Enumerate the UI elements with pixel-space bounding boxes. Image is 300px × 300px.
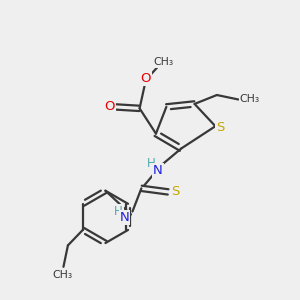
Text: N: N [153, 164, 163, 177]
Text: H: H [147, 157, 156, 170]
Text: O: O [140, 72, 151, 85]
Text: N: N [120, 211, 129, 224]
Text: O: O [104, 100, 115, 113]
Text: H: H [114, 205, 123, 218]
Text: S: S [171, 185, 180, 198]
Text: CH₃: CH₃ [239, 94, 260, 104]
Text: CH₃: CH₃ [154, 57, 174, 67]
Text: S: S [217, 121, 225, 134]
Text: CH₃: CH₃ [52, 270, 72, 280]
